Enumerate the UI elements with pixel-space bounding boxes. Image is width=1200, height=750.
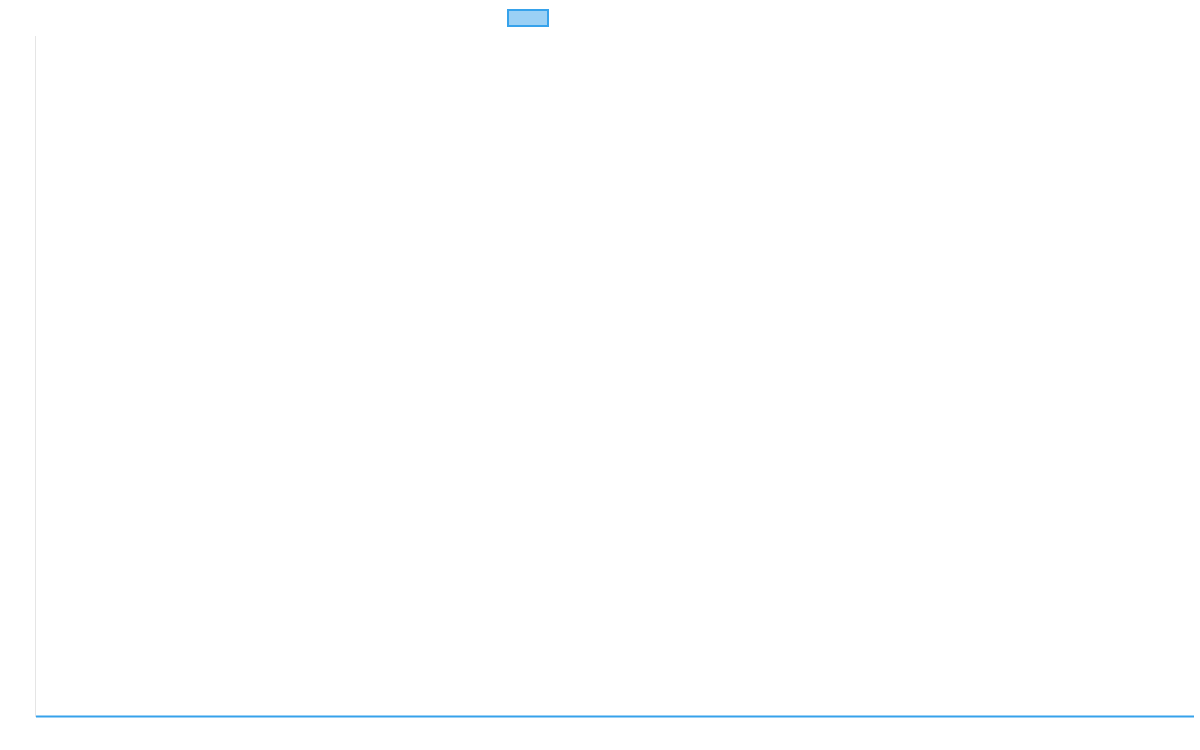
legend-swatch[interactable]	[507, 9, 549, 27]
